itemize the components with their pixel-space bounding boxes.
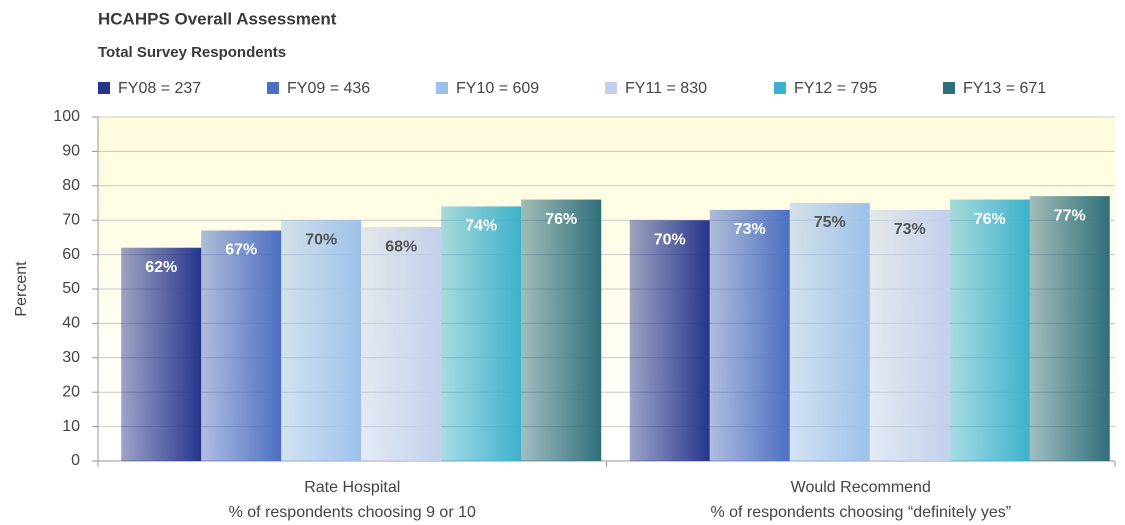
bar (281, 220, 362, 461)
x-tick-label: Would Recommend (791, 479, 931, 496)
value-label: 70% (305, 231, 337, 248)
value-label: 77% (1054, 207, 1086, 224)
value-label: 67% (225, 242, 257, 259)
legend-label: FY12 = 795 (794, 80, 877, 97)
legend-label: FY09 = 436 (287, 80, 370, 97)
x-tick-note: % of respondents choosing “definitely ye… (710, 504, 1011, 521)
value-label: 75% (814, 214, 846, 231)
y-tick-label: 60 (62, 246, 80, 263)
value-label: 76% (974, 211, 1006, 228)
bar (361, 227, 442, 461)
y-tick-label: 40 (62, 315, 80, 332)
chart-title: HCAHPS Overall Assessment (98, 9, 337, 28)
value-label: 68% (385, 238, 417, 255)
value-label: 74% (465, 218, 497, 235)
value-label: 62% (145, 259, 177, 276)
y-tick-label: 100 (53, 108, 80, 125)
bar (201, 230, 282, 461)
y-tick-label: 80 (62, 177, 80, 194)
y-tick-label: 30 (62, 349, 80, 366)
bar (949, 199, 1030, 461)
y-tick-label: 50 (62, 280, 80, 297)
legend-label: FY10 = 609 (456, 80, 539, 97)
legend-label: FY08 = 237 (118, 80, 201, 97)
legend-swatch (436, 82, 448, 94)
bar (789, 203, 870, 461)
bar (121, 247, 202, 461)
value-label: 73% (734, 221, 766, 238)
legend-label: FY11 = 830 (625, 80, 707, 97)
bar (869, 209, 950, 461)
legend-label: FY13 = 671 (963, 80, 1046, 97)
bar (1029, 196, 1110, 461)
y-tick-label: 70 (62, 211, 80, 228)
legend-swatch (267, 82, 279, 94)
y-tick-label: 20 (62, 383, 80, 400)
x-tick-label: Rate Hospital (304, 479, 400, 496)
y-axis-label: Percent (13, 261, 30, 317)
legend-swatch (98, 82, 110, 94)
x-tick-note: % of respondents choosing 9 or 10 (229, 504, 476, 521)
chart-subtitle: Total Survey Respondents (98, 44, 286, 61)
value-label: 76% (545, 211, 577, 228)
legend-swatch (605, 82, 617, 94)
bar (441, 206, 522, 461)
value-label: 70% (654, 231, 686, 248)
y-tick-label: 10 (62, 418, 80, 435)
bar (521, 199, 602, 461)
bar (629, 220, 710, 461)
legend-swatch (774, 82, 786, 94)
y-tick-label: 0 (71, 452, 80, 469)
legend-swatch (943, 82, 955, 94)
y-tick-label: 90 (62, 143, 80, 160)
bar (709, 209, 790, 461)
value-label: 73% (894, 221, 926, 238)
